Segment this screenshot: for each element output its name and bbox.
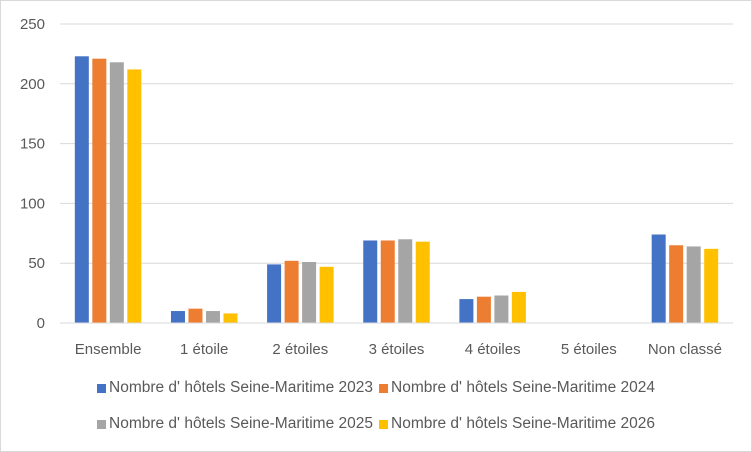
bar-2-1 [284,260,299,323]
legend-swatch [379,383,388,393]
bar-1-0 [170,311,185,323]
legend-label: Nombre d' hôtels Seine-Maritime 2026 [391,415,655,432]
bar-0-3 [127,69,142,323]
legend-label: Nombre d' hôtels Seine-Maritime 2024 [391,379,655,396]
x-tick-label: 2 étoiles [272,341,328,358]
bar-0-1 [92,58,107,324]
legend-swatch [97,419,106,429]
x-tick-label: Ensemble [75,341,142,358]
bar-3-0 [363,240,378,323]
bar-3-3 [415,241,430,323]
y-tick-label: 200 [20,76,45,93]
bar-4-2 [494,295,509,323]
bar-2-2 [302,262,317,323]
bar-0-2 [109,62,124,323]
bar-2-0 [267,264,282,323]
legend-item: Nombre d' hôtels Seine-Maritime 2024 [379,379,655,397]
bar-6-0 [651,234,666,323]
legend-item: Nombre d' hôtels Seine-Maritime 2026 [379,415,655,433]
legend-row: Nombre d' hôtels Seine-Maritime 2025 Nomb… [0,415,752,433]
bar-2-3 [319,266,334,323]
bar-4-1 [476,296,491,323]
y-tick-label: 0 [37,315,45,332]
x-tick-label: 3 étoiles [369,341,425,358]
legend-swatch [97,383,106,393]
bar-4-0 [459,299,474,323]
x-tick-label: 1 étoile [180,341,228,358]
x-tick-label: Non classé [648,341,722,358]
bar-6-1 [669,245,684,323]
legend-item: Nombre d' hôtels Seine-Maritime 2025 [97,415,373,433]
legend-swatch [379,419,388,429]
bar-4-3 [511,291,526,323]
x-tick-label: 5 étoiles [561,341,617,358]
legend-item: Nombre d' hôtels Seine-Maritime 2023 [97,379,373,397]
bar-3-1 [380,240,395,323]
y-tick-label: 150 [20,136,45,153]
legend-label: Nombre d' hôtels Seine-Maritime 2025 [109,415,373,432]
bar-3-2 [398,239,413,323]
legend-row: Nombre d' hôtels Seine-Maritime 2023 Nomb… [0,379,752,397]
bar-6-2 [686,246,701,323]
y-tick-label: 50 [28,255,45,272]
bar-1-1 [188,308,203,323]
bar-1-3 [223,313,238,323]
x-tick-label: 4 étoiles [465,341,521,358]
y-tick-label: 250 [20,16,45,33]
y-tick-label: 100 [20,195,45,212]
bar-1-2 [205,311,220,323]
bar-0-0 [74,56,89,324]
bar-6-3 [704,248,719,323]
legend-label: Nombre d' hôtels Seine-Maritime 2023 [109,379,373,396]
